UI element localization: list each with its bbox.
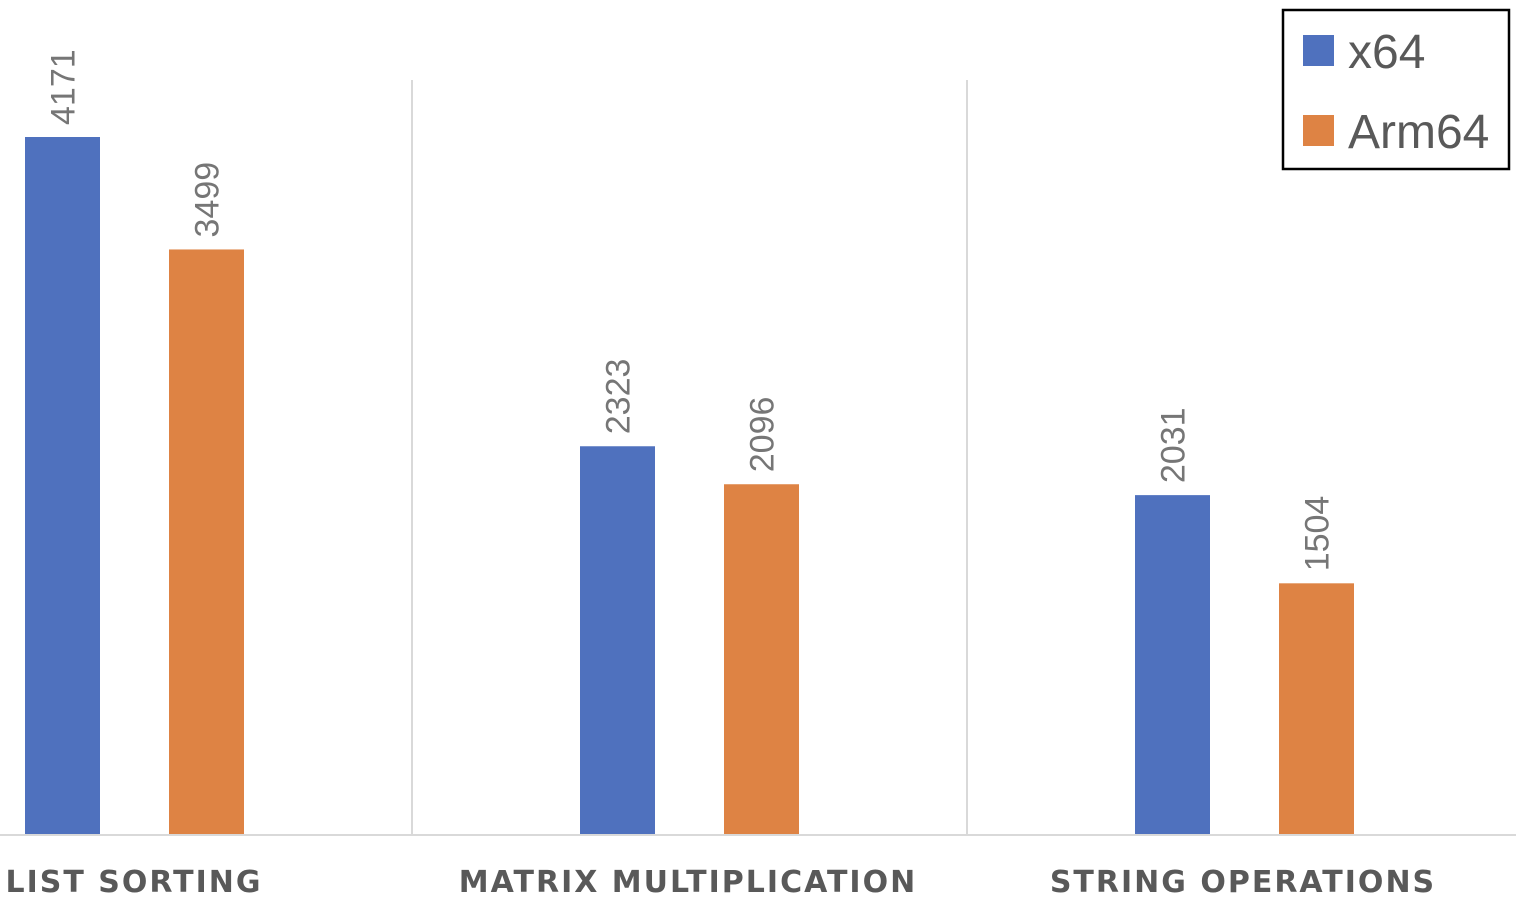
legend-label-x64: x64 <box>1348 26 1425 79</box>
bar-x64-string-operations <box>1135 495 1210 835</box>
data-label-x64-matrix-multiplication: 2323 <box>600 359 638 435</box>
category-labels: LIST SORTING MATRIX MULTIPLICATION STRING … <box>5 865 1436 900</box>
category-separators <box>411 80 968 835</box>
legend-swatch-x64 <box>1303 35 1334 66</box>
data-labels: 4171 3499 2323 2096 2031 1504 <box>45 49 1337 571</box>
bar-arm64-string-operations <box>1279 583 1354 835</box>
legend-swatch-arm64 <box>1303 115 1334 146</box>
data-label-arm64-matrix-multiplication: 2096 <box>744 397 782 473</box>
bar-x64-matrix-multiplication <box>580 446 655 835</box>
category-label-matrix-multiplication: MATRIX MULTIPLICATION <box>459 865 917 900</box>
data-label-arm64-string-operations: 1504 <box>1299 496 1337 572</box>
data-label-x64-string-operations: 2031 <box>1155 407 1193 483</box>
legend-label-arm64: Arm64 <box>1348 106 1489 159</box>
data-label-x64-list-sorting: 4171 <box>45 49 83 125</box>
bar-arm64-list-sorting <box>169 249 244 835</box>
data-label-arm64-list-sorting: 3499 <box>189 162 227 238</box>
bar-arm64-matrix-multiplication <box>724 484 799 835</box>
legend: x64 Arm64 <box>1281 8 1511 171</box>
bars <box>25 137 1354 835</box>
bar-x64-list-sorting <box>25 137 100 835</box>
category-label-string-operations: STRING OPERATIONS <box>1050 865 1436 900</box>
category-label-list-sorting: LIST SORTING <box>5 865 262 900</box>
